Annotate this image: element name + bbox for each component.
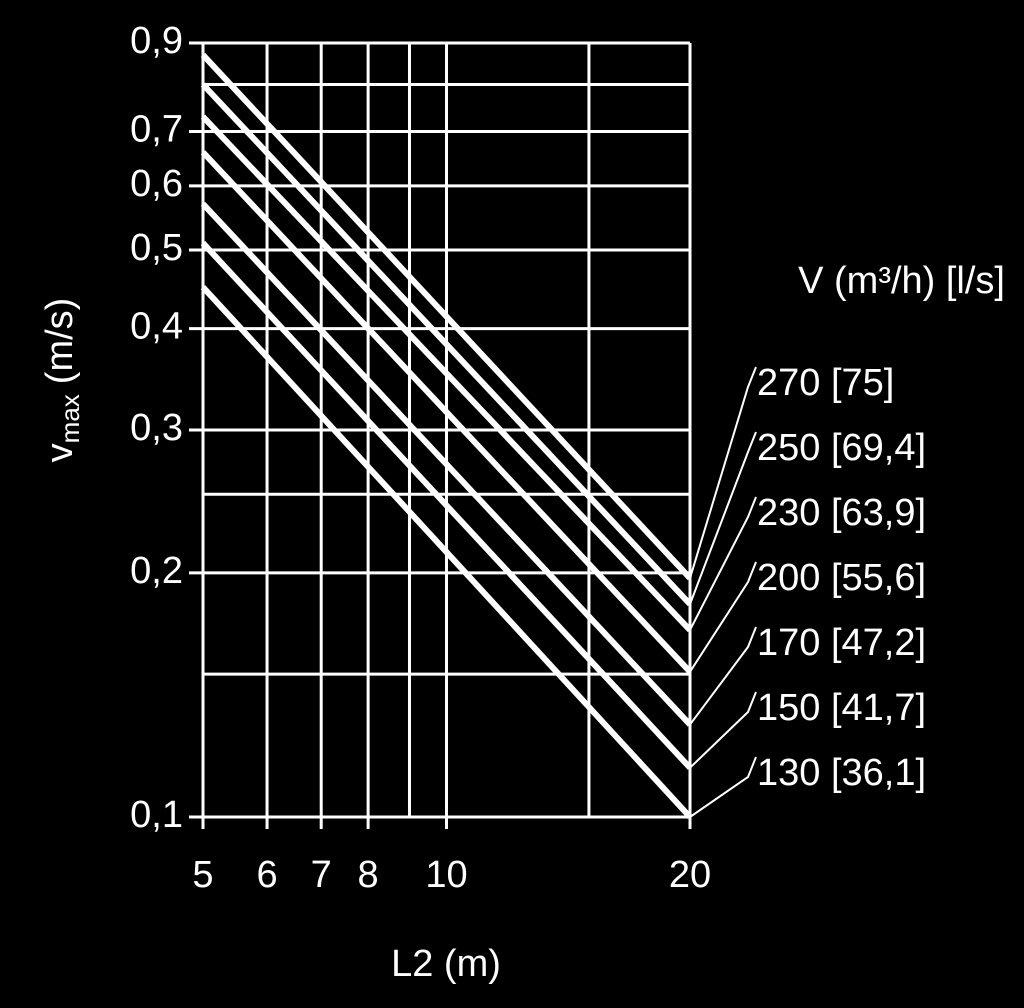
leader-line [689,496,757,631]
legend-label: 270 [75] [757,362,894,404]
y-tick-label: 0,5 [130,227,183,269]
y-tick-label: 0,1 [130,794,183,836]
series-line [200,82,693,607]
y-tick-label: 0,7 [130,109,183,151]
leader-line [689,561,757,673]
legend-label: 150 [41,7] [757,687,926,729]
y-label-unit: (m/s) [39,298,81,385]
y-tick-label: 0,2 [130,550,183,592]
legend-label: 200 [55,6] [757,557,926,599]
legend-label: 130 [36,1] [757,752,926,794]
x-axis-label: L2 (m) [391,943,501,985]
series-line [200,150,693,674]
x-tick-label: 10 [425,854,467,896]
series-line [200,241,693,770]
leader-line [689,691,757,769]
x-tick-label: 6 [256,854,277,896]
y-label-main: v [39,443,81,462]
x-tick-label: 8 [358,854,379,896]
y-label-sub: max [55,394,85,443]
y-axis-label: vmax (m/s) [39,298,85,463]
y-tick-label: 0,6 [130,163,183,205]
series-line [200,52,693,581]
series-line [200,285,693,820]
legend-label: 250 [69,4] [757,427,926,469]
legend-title: V (m³/h) [l/s] [798,260,1005,302]
leader-line [689,431,757,605]
x-tick-label: 5 [192,854,213,896]
y-tick-label: 0,4 [130,306,183,348]
x-tick-label: 7 [311,854,332,896]
series-line [200,201,693,727]
y-tick-label: 0,3 [130,407,183,449]
legend-label: 170 [47,2] [757,622,926,664]
series-line [200,114,693,633]
legend-label: 230 [63,9] [757,492,926,534]
leader-line [689,366,757,579]
leader-line [689,756,757,818]
leader-line [689,626,757,726]
y-tick-label: 0,9 [130,20,183,62]
x-tick-label: 20 [669,854,711,896]
